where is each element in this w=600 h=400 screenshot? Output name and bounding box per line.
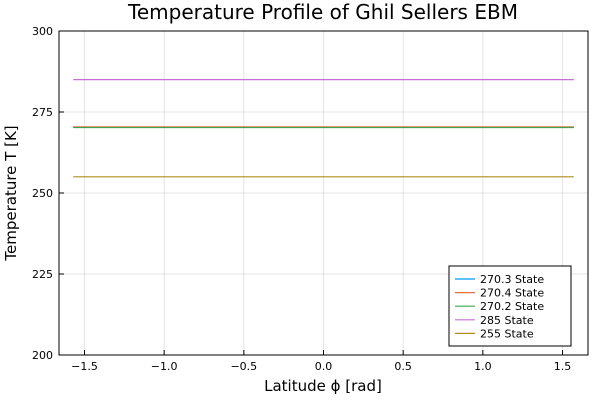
x-tick-label: −1.0 <box>151 360 178 373</box>
x-tick-label: −0.5 <box>230 360 257 373</box>
x-axis: −1.5 −1.0 −0.5 0.0 0.5 1.0 1.5 <box>71 350 571 373</box>
legend-label: 270.2 State <box>480 300 544 313</box>
x-tick-label: 0.0 <box>315 360 333 373</box>
series-layer <box>73 78 574 178</box>
y-axis: 200 225 250 275 300 <box>32 25 64 362</box>
y-tick-label: 275 <box>32 106 53 119</box>
y-tick-label: 250 <box>32 187 53 200</box>
y-tick-label: 300 <box>32 25 53 38</box>
legend-label: 270.4 State <box>480 287 544 300</box>
chart-title: Temperature Profile of Ghil Sellers EBM <box>127 0 518 24</box>
x-axis-label: Latitude ϕ [rad] <box>264 377 382 395</box>
x-tick-label: 0.5 <box>394 360 412 373</box>
x-tick-label: 1.5 <box>554 360 572 373</box>
x-tick-label: −1.5 <box>71 360 98 373</box>
x-tick-label: 1.0 <box>474 360 492 373</box>
y-tick-label: 200 <box>32 349 53 362</box>
y-axis-label: Temperature T [K] <box>2 125 20 261</box>
y-tick-label: 225 <box>32 268 53 281</box>
legend-label: 270.3 State <box>480 273 544 286</box>
legend-label: 255 State <box>480 327 534 340</box>
legend-label: 285 State <box>480 314 534 327</box>
